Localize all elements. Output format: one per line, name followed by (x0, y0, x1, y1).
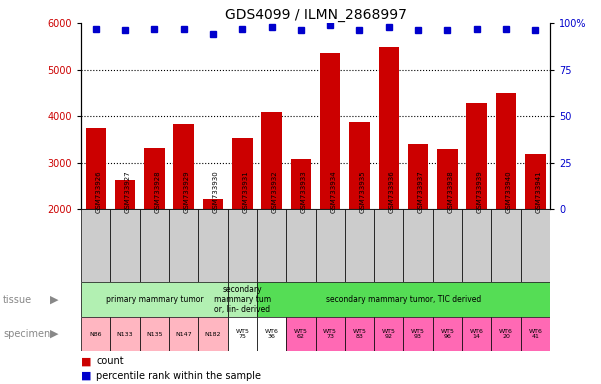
Text: specimen: specimen (3, 329, 50, 339)
Bar (345, 317, 374, 351)
Bar (520, 317, 550, 351)
Bar (349, 122, 370, 209)
Text: N135: N135 (146, 331, 163, 337)
Bar (492, 209, 520, 282)
Text: ▶: ▶ (50, 329, 58, 339)
Text: ■: ■ (81, 356, 91, 366)
Bar (520, 209, 550, 282)
Text: GSM733935: GSM733935 (359, 170, 365, 213)
Text: WT6
14: WT6 14 (470, 329, 484, 339)
Text: GSM733940: GSM733940 (506, 170, 512, 213)
Bar (379, 47, 399, 209)
Bar (111, 317, 140, 351)
Text: GSM733926: GSM733926 (96, 170, 102, 213)
Bar (140, 317, 169, 351)
Text: N147: N147 (175, 331, 192, 337)
Bar (462, 317, 492, 351)
Bar (85, 128, 106, 209)
Text: N182: N182 (205, 331, 221, 337)
Bar (140, 209, 169, 282)
Bar (169, 209, 198, 282)
Bar (462, 209, 492, 282)
Text: GSM733931: GSM733931 (242, 170, 248, 213)
Bar (525, 154, 546, 209)
Bar (261, 113, 282, 209)
Text: GSM733938: GSM733938 (447, 170, 453, 213)
Bar (174, 124, 194, 209)
Text: GSM733937: GSM733937 (418, 170, 424, 213)
Text: WT5
73: WT5 73 (323, 329, 337, 339)
Bar (144, 148, 165, 209)
Bar (198, 209, 228, 282)
Bar (232, 137, 252, 209)
Text: ■: ■ (81, 371, 91, 381)
Text: WT5
93: WT5 93 (411, 329, 425, 339)
Text: primary mammary tumor: primary mammary tumor (106, 295, 203, 304)
Text: count: count (96, 356, 124, 366)
Text: WT5
62: WT5 62 (294, 329, 308, 339)
Text: GSM733928: GSM733928 (154, 170, 160, 213)
Bar (198, 317, 228, 351)
Bar (115, 180, 135, 209)
Bar (316, 317, 345, 351)
Text: GSM733932: GSM733932 (272, 170, 278, 213)
Bar (466, 103, 487, 209)
Text: GSM733930: GSM733930 (213, 170, 219, 213)
Text: WT6
20: WT6 20 (499, 329, 513, 339)
Bar (316, 209, 345, 282)
Bar (496, 93, 516, 209)
Text: WT6
36: WT6 36 (264, 329, 278, 339)
Bar (81, 282, 228, 317)
Text: GSM733939: GSM733939 (477, 170, 483, 213)
Bar (257, 317, 286, 351)
Text: WT5
92: WT5 92 (382, 329, 395, 339)
Text: secondary mammary tumor, TIC derived: secondary mammary tumor, TIC derived (326, 295, 481, 304)
Bar (408, 144, 429, 209)
Bar (111, 209, 140, 282)
Text: WT5
83: WT5 83 (353, 329, 367, 339)
Bar (291, 159, 311, 209)
Text: GSM733927: GSM733927 (125, 170, 131, 213)
Bar (492, 317, 520, 351)
Bar (257, 282, 550, 317)
Bar (320, 53, 340, 209)
Text: GSM733934: GSM733934 (330, 170, 336, 213)
Bar (433, 209, 462, 282)
Text: secondary
mammary tum
or, lin- derived: secondary mammary tum or, lin- derived (214, 285, 271, 314)
Text: tissue: tissue (3, 295, 32, 305)
Bar (228, 317, 257, 351)
Bar (228, 209, 257, 282)
Text: WT5
75: WT5 75 (236, 329, 249, 339)
Text: ▶: ▶ (50, 295, 58, 305)
Text: GSM733941: GSM733941 (535, 170, 542, 213)
Text: GSM733933: GSM733933 (301, 170, 307, 213)
Bar (437, 149, 457, 209)
Text: WT5
96: WT5 96 (441, 329, 454, 339)
Text: WT6
41: WT6 41 (528, 329, 542, 339)
Bar (374, 209, 403, 282)
Text: GSM733936: GSM733936 (389, 170, 395, 213)
Bar (257, 209, 286, 282)
Text: GSM733929: GSM733929 (184, 170, 190, 213)
Bar (403, 209, 433, 282)
Text: N133: N133 (117, 331, 133, 337)
Bar (81, 209, 111, 282)
Title: GDS4099 / ILMN_2868997: GDS4099 / ILMN_2868997 (225, 8, 406, 22)
Bar (203, 199, 223, 209)
Bar (81, 317, 111, 351)
Text: N86: N86 (90, 331, 102, 337)
Bar (403, 317, 433, 351)
Bar (286, 209, 316, 282)
Bar (228, 282, 257, 317)
Text: percentile rank within the sample: percentile rank within the sample (96, 371, 261, 381)
Bar (433, 317, 462, 351)
Bar (286, 317, 316, 351)
Bar (169, 317, 198, 351)
Bar (374, 317, 403, 351)
Bar (345, 209, 374, 282)
